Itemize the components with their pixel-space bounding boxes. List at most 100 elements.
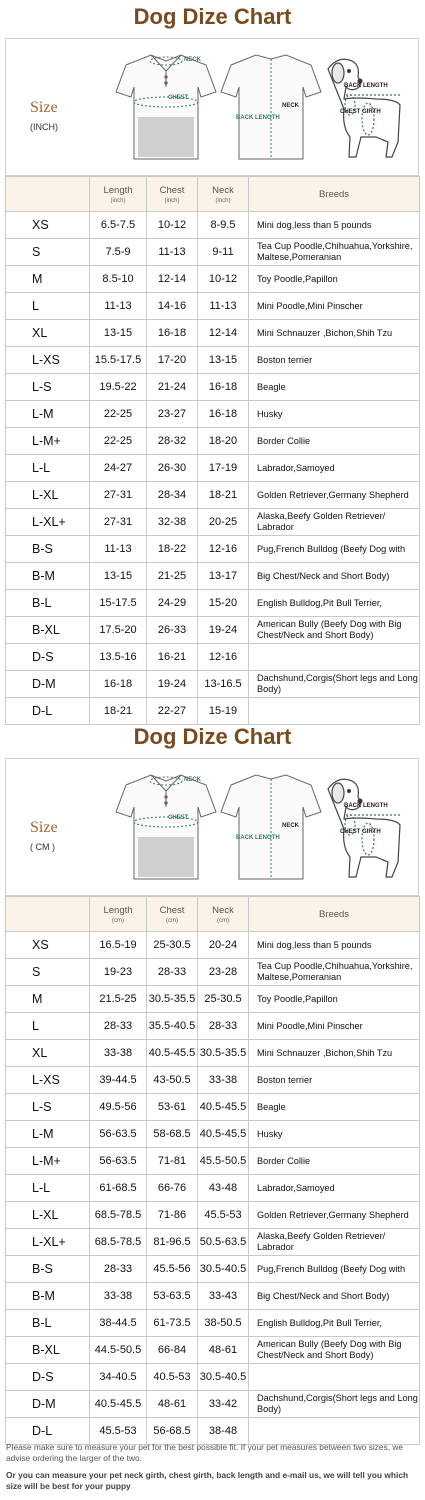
shirt-front-illustration <box>115 54 217 160</box>
table-row: M 21.5-25 30.5-35.5 25-30.5 Toy Poodle,Papil… <box>5 985 420 1013</box>
length-cell: 68.5-78.5 <box>89 1228 147 1256</box>
chest-cell: 66-76 <box>146 1174 198 1202</box>
breeds-cell: Big Chest/Neck and Short Body) <box>248 1282 420 1310</box>
neck-label: NECK <box>184 57 202 63</box>
size-cell: L <box>5 292 90 320</box>
size-cell: D-M <box>5 670 90 698</box>
chest-cell: 23-27 <box>146 400 198 428</box>
neck-cell: 13-15 <box>197 346 249 374</box>
illustration-panel: Size ( CM ) CHEST NECK BACK LENGTH <box>5 758 419 896</box>
chest-cell: 81-96.5 <box>146 1228 198 1256</box>
breeds-cell: Tea Cup Poodle,Chihuahua,Yorkshire, Malt… <box>248 958 420 986</box>
illustration-panel: Size (INCH) CHEST NECK BACK LENGTH <box>5 38 419 176</box>
length-cell: 19.5-22 <box>89 373 147 401</box>
size-cell: L-S <box>5 373 90 401</box>
size-cell: L-S <box>5 1093 90 1121</box>
chest-cell: 17-20 <box>146 346 198 374</box>
table-row: XL 13-15 16-18 12-14 Mini Schnauzer ,Bichon,… <box>5 319 420 347</box>
table-row: L-S 19.5-22 21-24 16-18 Beagle <box>5 373 420 401</box>
chest-cell: 10-12 <box>146 211 198 239</box>
breeds-cell: American Bully (Beefy Dog with Big Chest… <box>248 616 420 644</box>
breeds-cell <box>248 1363 420 1391</box>
chest-cell: 35.5-40.5 <box>146 1012 198 1040</box>
breeds-cell: Tea Cup Poodle,Chihuahua,Yorkshire, Malt… <box>248 238 420 266</box>
table-row: B-M 13-15 21-25 13-17 Big Chest/Neck and Sho… <box>5 562 420 590</box>
size-cell: L-M <box>5 400 90 428</box>
chest-cell: 71-86 <box>146 1201 198 1229</box>
length-cell: 27-31 <box>89 508 147 536</box>
neck-cell: 48-61 <box>197 1336 249 1364</box>
dog-illustration <box>327 58 402 158</box>
measure-tip: Or you can measure your pet neck girth, … <box>6 1470 409 1491</box>
size-cell: L-L <box>5 454 90 482</box>
neck-cell: 18-21 <box>197 481 249 509</box>
breeds-cell: English Bulldog,Pit Bull Terrier, <box>248 589 420 617</box>
breeds-cell: Pug,French Bulldog (Beefy Dog with <box>248 535 420 563</box>
size-cell: D-L <box>5 697 90 725</box>
neck-cell: 20-24 <box>197 931 249 959</box>
size-cell: L-M+ <box>5 1147 90 1175</box>
length-cell: 34-40.5 <box>89 1363 147 1391</box>
table-row: XL 33-38 40.5-45.5 30.5-35.5 Mini Schnauzer … <box>5 1039 420 1067</box>
neck-cell: 38-48 <box>197 1417 249 1445</box>
dog-neck-label: NECK <box>282 823 300 829</box>
chest-cell: 11-13 <box>146 238 198 266</box>
length-cell: 40.5-45.5 <box>89 1390 147 1418</box>
length-cell: 56-63.5 <box>89 1147 147 1175</box>
breeds-cell: Mini Poodle,Mini Pinscher <box>248 1012 420 1040</box>
breeds-cell: Mini Schnauzer ,Bichon,Shih Tzu <box>248 1039 420 1067</box>
chest-cell: 28-32 <box>146 427 198 455</box>
table-row: D-L 45.5-53 56-68.5 38-48 <box>5 1417 420 1445</box>
size-cell: B-L <box>5 1309 90 1337</box>
dog-back-length-label: BACK LENGTH <box>344 83 388 89</box>
shirt-back-illustration <box>220 774 322 880</box>
size-cell: M <box>5 265 90 293</box>
breeds-cell: Alaska,Beefy Golden Retriever/ Labrador <box>248 1228 420 1256</box>
chest-cell: 22-27 <box>146 697 198 725</box>
size-cell: L-M <box>5 1120 90 1148</box>
chest-cell: 19-24 <box>146 670 198 698</box>
header-chest: Chest <box>159 184 185 196</box>
table-row: XS 16.5-19 25-30.5 20-24 Mini dog,less than … <box>5 931 420 959</box>
table-row: D-S 34-40.5 40.5-53 30.5-40.5 <box>5 1363 420 1391</box>
neck-cell: 9-11 <box>197 238 249 266</box>
neck-cell: 45.5-53 <box>197 1201 249 1229</box>
chest-cell: 21-25 <box>146 562 198 590</box>
table-header-row: Length (inch) Chest (inch) Neck (inch) Bree… <box>5 176 420 212</box>
neck-cell: 12-16 <box>197 643 249 671</box>
chest-cell: 12-14 <box>146 265 198 293</box>
size-cell: L-XL+ <box>5 1228 90 1256</box>
neck-cell: 10-12 <box>197 265 249 293</box>
length-cell: 49.5-56 <box>89 1093 147 1121</box>
chest-cell: 66-84 <box>146 1336 198 1364</box>
table-header-row: Length (cm) Chest (cm) Neck (cm) Breeds <box>5 896 420 932</box>
breeds-cell <box>248 1417 420 1445</box>
length-cell: 44.5-50.5 <box>89 1336 147 1364</box>
neck-cell: 30.5-40.5 <box>197 1255 249 1283</box>
chart-title: Dog Dize Chart <box>133 4 292 29</box>
breeds-cell: Boston terrier <box>248 346 420 374</box>
neck-cell: 33-42 <box>197 1390 249 1418</box>
neck-cell: 19-24 <box>197 616 249 644</box>
neck-cell: 12-14 <box>197 319 249 347</box>
chest-label: CHEST <box>168 95 189 101</box>
table-row: L-L 61-68.5 66-76 43-48 Labrador,Samoyed <box>5 1174 420 1202</box>
neck-cell: 23-28 <box>197 958 249 986</box>
breeds-cell: Big Chest/Neck and Short Body) <box>248 562 420 590</box>
breeds-cell: Mini dog,less than 5 pounds <box>248 931 420 959</box>
chest-cell: 24-29 <box>146 589 198 617</box>
table-row: L-M 22-25 23-27 16-18 Husky <box>5 400 420 428</box>
table-row: D-M 16-18 19-24 13-16.5 Dachshund,Corgis(Sho… <box>5 670 420 698</box>
length-cell: 16-18 <box>89 670 147 698</box>
breeds-cell: Border Collie <box>248 427 420 455</box>
size-label: Size <box>30 99 58 116</box>
size-cell: L-L <box>5 1174 90 1202</box>
size-cell: B-S <box>5 1255 90 1283</box>
chest-cell: 58-68.5 <box>146 1120 198 1148</box>
neck-cell: 33-38 <box>197 1066 249 1094</box>
table-row: L-XS 39-44.5 43-50.5 33-38 Boston terrier <box>5 1066 420 1094</box>
size-cell: L-XL <box>5 1201 90 1229</box>
chest-cell: 48-61 <box>146 1390 198 1418</box>
chest-cell: 18-22 <box>146 535 198 563</box>
neck-cell: 15-20 <box>197 589 249 617</box>
